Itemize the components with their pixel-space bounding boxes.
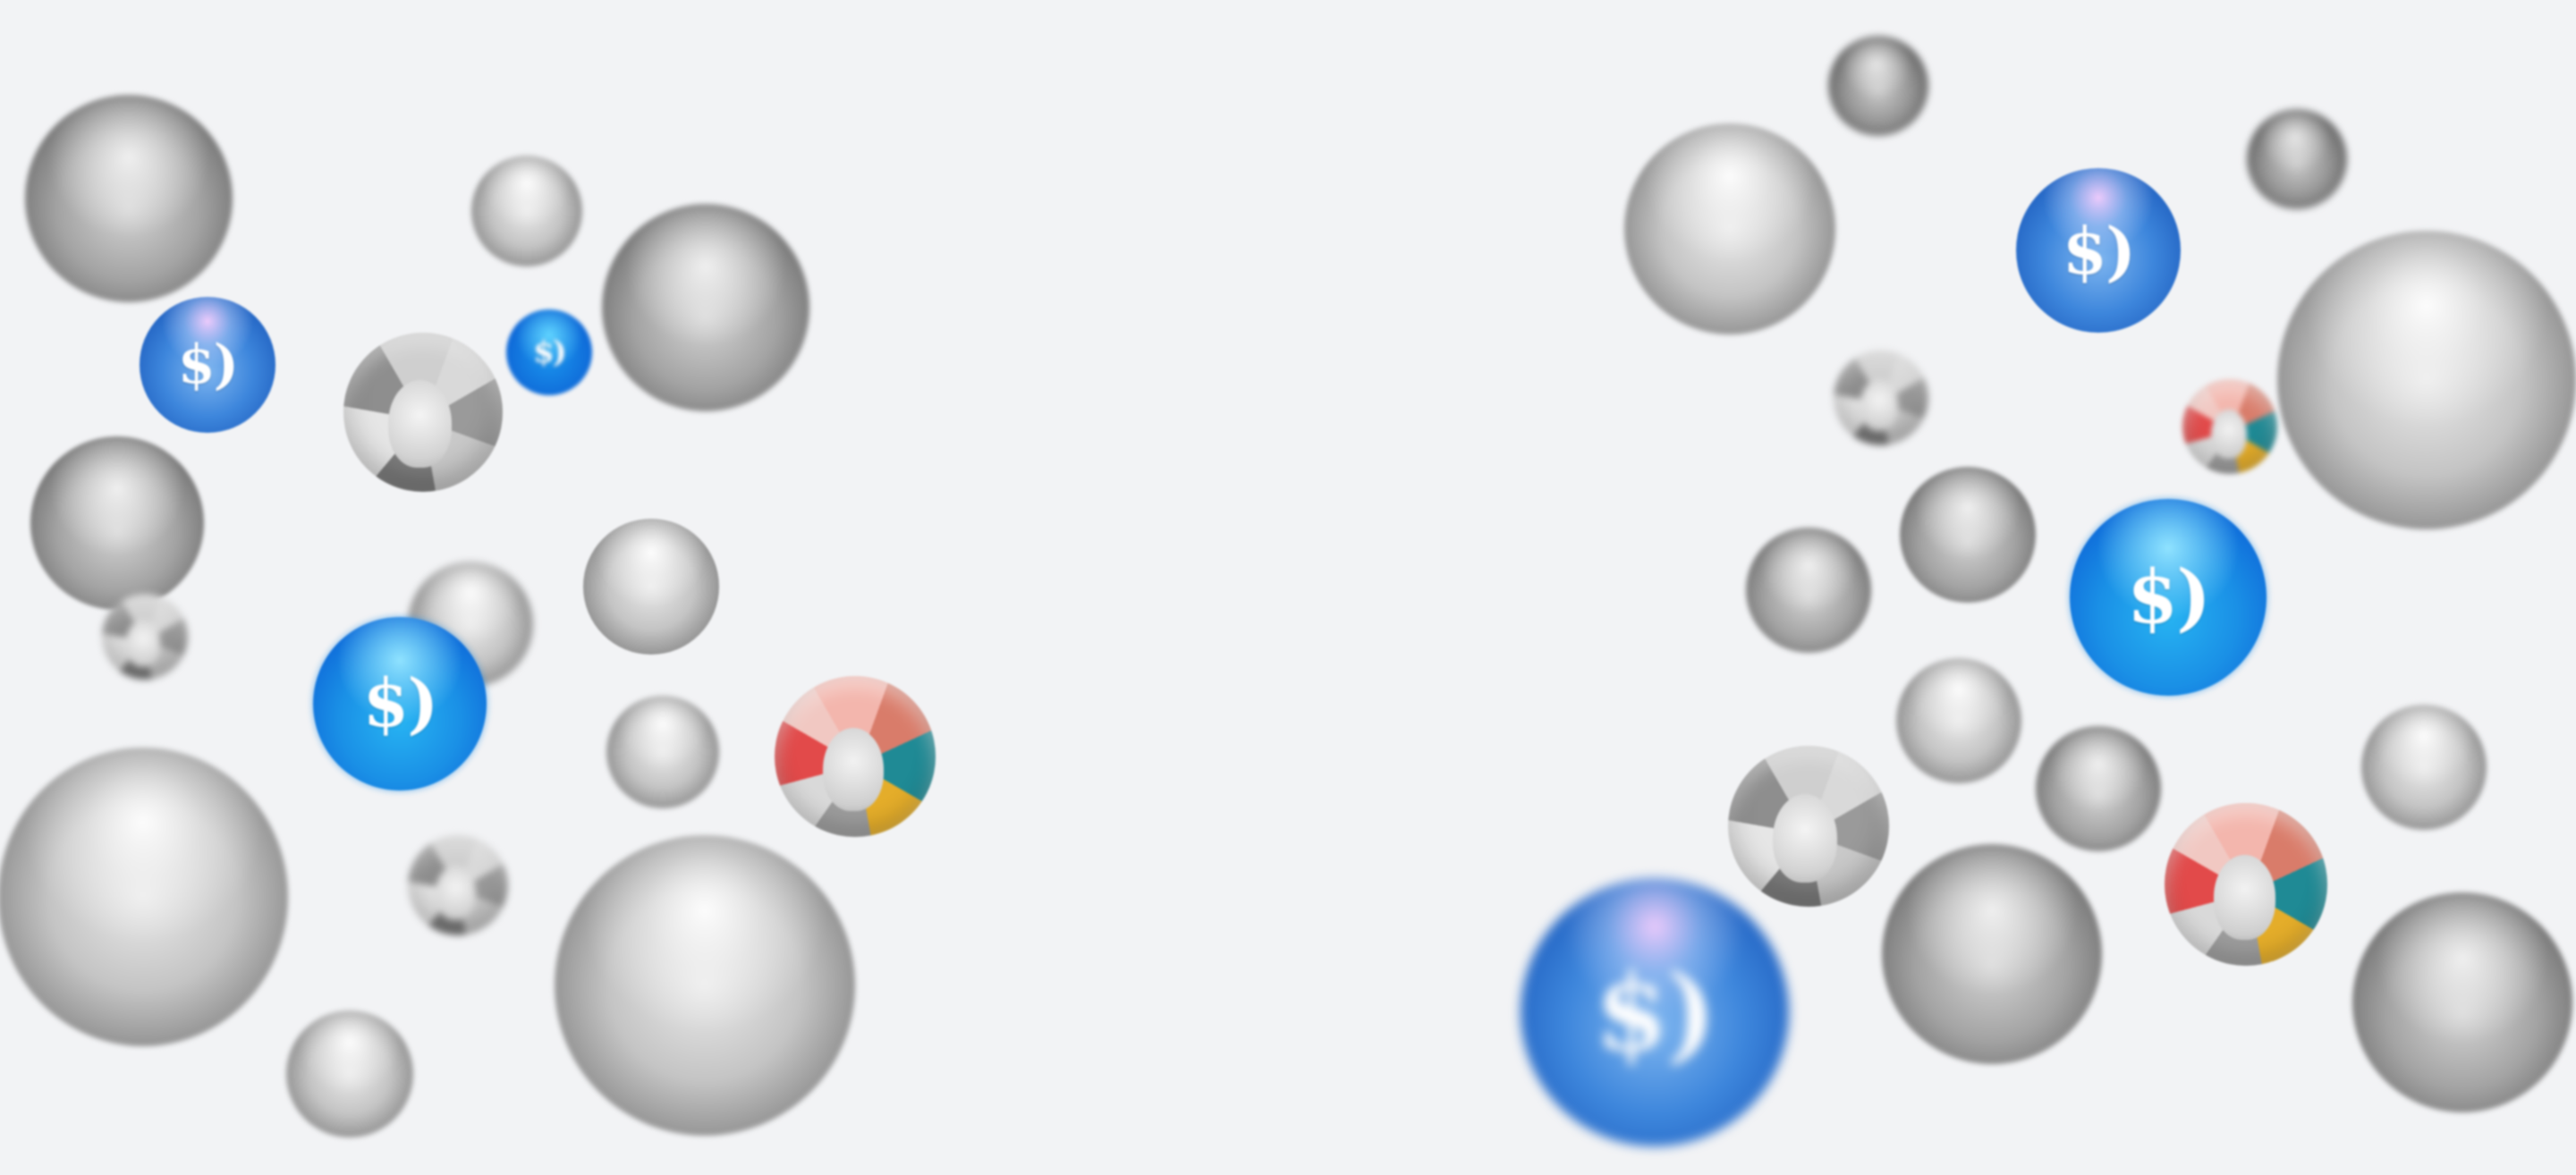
gray-sphere — [2247, 109, 2347, 209]
gray-sphere — [606, 696, 719, 808]
segmented-gray-ball — [102, 594, 188, 680]
logo-mark: $) — [533, 334, 567, 370]
fuzzy-blue-logo-sphere: $) — [2070, 499, 2267, 696]
segmented-gray-ball — [408, 835, 508, 935]
segmented-gray-ball — [1728, 746, 1889, 907]
fuzzy-gray-sphere — [30, 436, 204, 610]
small-blue-logo-sphere: $) — [506, 309, 592, 395]
gray-sphere — [286, 1010, 413, 1137]
fuzzy-gray-sphere — [1882, 844, 2102, 1064]
logo-mark: $) — [2062, 212, 2136, 289]
gray-sphere — [2277, 231, 2576, 529]
gray-sphere — [583, 519, 719, 655]
gray-sphere — [471, 156, 582, 266]
gray-sphere — [2361, 705, 2487, 830]
logo-mark: $) — [362, 665, 439, 742]
gray-sphere — [555, 835, 855, 1136]
gray-sphere — [1828, 36, 1928, 136]
fuzzy-gray-sphere — [25, 95, 233, 302]
colored-segmented-ball — [2182, 379, 2277, 474]
fuzzy-gray-sphere — [602, 204, 809, 411]
fuzzy-gray-sphere — [1900, 467, 2036, 603]
gray-sphere — [1896, 658, 2021, 783]
fuzzy-gray-sphere — [2352, 892, 2572, 1112]
blue-logo-sphere: $) — [2016, 168, 2181, 333]
segmented-gray-ball — [343, 333, 503, 492]
gray-sphere — [1624, 123, 1835, 334]
colored-segmented-ball — [2165, 803, 2327, 966]
fuzzy-blue-logo-sphere: $) — [313, 617, 487, 790]
logo-mark: $) — [177, 334, 239, 396]
logo-mark: $) — [2127, 554, 2211, 640]
large-blurred-blue-logo-sphere: $) — [1521, 878, 1789, 1146]
colored-segmented-ball — [775, 676, 936, 837]
fuzzy-gray-sphere — [1746, 528, 1871, 653]
logo-mark: $) — [1595, 950, 1716, 1075]
gray-sphere — [0, 748, 288, 1046]
blue-logo-sphere: $) — [140, 297, 275, 433]
segmented-gray-ball — [1834, 351, 1928, 445]
fuzzy-gray-sphere — [2036, 726, 2161, 851]
